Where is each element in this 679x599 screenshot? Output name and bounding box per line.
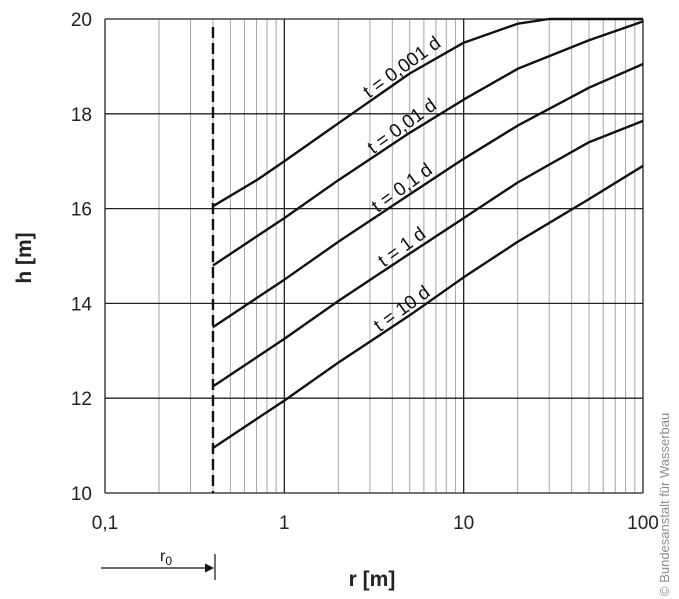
y-tick-label: 12 (71, 389, 92, 410)
copyright-notice: © Bundesanstalt für Wasserbau (657, 413, 672, 596)
series-label: t = 0,001 d (360, 33, 445, 103)
x-tick-label: 0,1 (92, 513, 118, 534)
curve-labels: t = 0,001 dt = 0,01 dt = 0,1 dt = 1 dt =… (360, 33, 445, 337)
series-line (212, 62, 644, 329)
series-line (212, 164, 644, 449)
y-tick-labels: 10 12 14 16 18 20 (71, 10, 93, 505)
x-tick-label: 10 (453, 513, 474, 534)
x-axis-label: r [m] (349, 568, 396, 591)
minor-gridlines (158, 19, 636, 493)
y-axis-label: h [m] (13, 232, 36, 283)
r0-annotation: r0 (101, 548, 216, 580)
series-line (212, 17, 643, 208)
y-tick-label: 14 (71, 294, 93, 315)
y-tick-label: 10 (71, 484, 92, 505)
y-tick-label: 16 (71, 200, 92, 221)
curve-series (212, 17, 644, 449)
y-tick-label: 18 (71, 105, 92, 126)
x-tick-label: 100 (627, 513, 659, 534)
r0-label: r0 (160, 548, 172, 568)
x-tick-labels: 0,1 1 10 100 (92, 513, 659, 534)
x-tick-label: 1 (279, 513, 290, 534)
series-line (212, 20, 644, 267)
series-label: t = 10 d (370, 282, 434, 337)
major-gridlines (104, 18, 644, 494)
series-label: t = 0,01 d (364, 95, 441, 159)
series-label: t = 1 d (375, 223, 431, 271)
series-line (212, 119, 644, 388)
r0-arrowhead (205, 563, 214, 573)
y-tick-label: 20 (71, 10, 92, 31)
